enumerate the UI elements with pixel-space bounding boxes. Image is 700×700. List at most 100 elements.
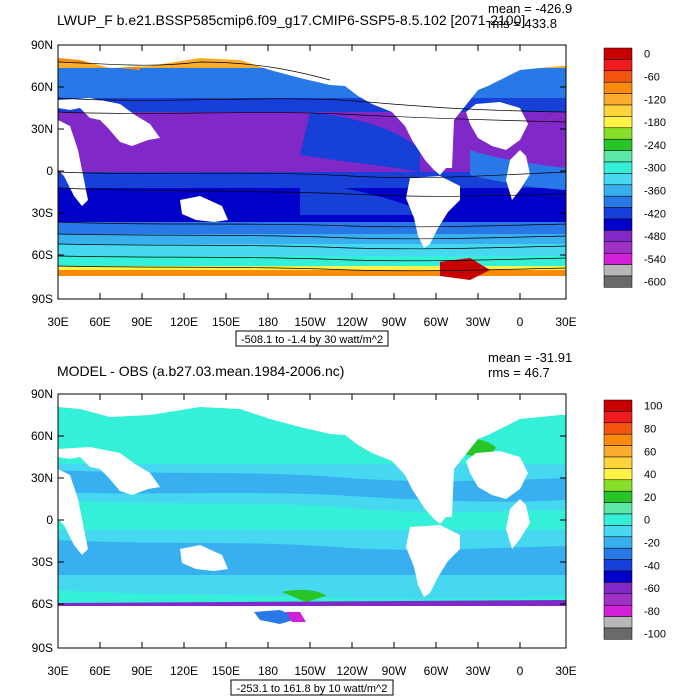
colorbar-swatch <box>603 93 633 106</box>
colorbar-swatch <box>603 81 633 94</box>
colorbar-label: -120 <box>644 94 666 106</box>
colorbar-label: -100 <box>644 629 666 641</box>
colorbar-swatch <box>603 161 633 174</box>
colorbar-swatch <box>603 252 633 265</box>
lat-label: 90S <box>32 641 53 655</box>
colorbar-swatch <box>603 59 633 72</box>
lat-label: 60S <box>32 248 53 262</box>
lon-label: 180 <box>258 664 278 678</box>
colorbar-swatch <box>603 582 633 595</box>
lat-label: 90N <box>31 38 53 52</box>
lat-label: 30S <box>32 206 53 220</box>
colorbar-swatch <box>603 230 633 243</box>
colorbar-swatch <box>603 116 633 129</box>
colorbar-swatch <box>603 490 633 503</box>
colorbar-swatch <box>603 70 633 83</box>
colorbar-swatch <box>603 593 633 606</box>
colorbar-swatch <box>603 411 633 424</box>
lon-label: 90E <box>131 664 152 678</box>
colorbar-swatch <box>603 616 633 629</box>
panel-bottom: MODEL - OBS (a.b27.03.mean.1984-2006.nc)… <box>31 350 666 696</box>
colorbar-swatch <box>603 184 633 197</box>
lat-label: 60N <box>31 80 53 94</box>
lon-label: 30W <box>466 664 491 678</box>
colorbar-label: -20 <box>644 538 660 550</box>
lon-labels: 30E 60E 90E 120E 150E 180 150W 120W 90W … <box>47 664 576 678</box>
colorbar-label: 20 <box>644 492 656 504</box>
panel-top: LWUP_F b.e21.BSSP585cmip6.f09_g17.CMIP6-… <box>31 1 666 347</box>
lon-label: 150E <box>212 664 240 678</box>
lat-label: 60N <box>31 429 53 443</box>
lon-label: 30E <box>555 664 576 678</box>
lon-label: 60W <box>424 315 449 329</box>
colorbar-label: -540 <box>644 254 666 266</box>
colorbar-swatch <box>603 241 633 254</box>
colorbar-label: -80 <box>644 606 660 618</box>
lon-label: 30E <box>47 315 68 329</box>
colorbar-swatch <box>603 47 633 60</box>
colorbar-label: 0 <box>644 49 650 61</box>
lon-label: 30W <box>466 315 491 329</box>
lon-label: 120W <box>336 664 368 678</box>
lon-label: 120E <box>170 315 198 329</box>
lat-label: 0 <box>46 164 53 178</box>
colorbar-label: -480 <box>644 231 666 243</box>
colorbar: 0 -60 -120 -180 -240 -300 -360 -420 -480 -540 -600 <box>603 47 666 289</box>
lon-label: 60E <box>89 315 110 329</box>
lon-label: 150W <box>294 664 326 678</box>
colorbar-label: -40 <box>644 560 660 572</box>
lon-label: 120E <box>170 664 198 678</box>
colorbar-swatch <box>603 536 633 549</box>
lon-label: 0 <box>517 664 524 678</box>
mean-label: mean = -31.91 <box>488 350 572 365</box>
colorbar-label: -180 <box>644 117 666 129</box>
map-frame <box>57 393 567 649</box>
mean-label: mean = -426.9 <box>488 1 572 16</box>
range-label: -253.1 to 161.8 by 10 watt/m^2 <box>237 683 388 695</box>
colorbar-swatch <box>603 173 633 186</box>
range-box <box>230 679 394 696</box>
colorbar-label: 60 <box>644 446 656 458</box>
colorbar-swatch <box>603 150 633 163</box>
colorbar-label: -240 <box>644 140 666 152</box>
lat-label: 60S <box>32 597 53 611</box>
colorbar-swatch <box>603 275 633 288</box>
lat-label: 30N <box>31 122 53 136</box>
colorbar-label: -600 <box>644 277 666 289</box>
lat-labels: 90N 60N 30N 0 30S 60S 90S <box>31 387 53 655</box>
colorbar-swatch <box>603 570 633 583</box>
lon-label: 180 <box>258 315 278 329</box>
axis-ticks <box>57 393 567 649</box>
lat-label: 90S <box>32 292 53 306</box>
colorbar-swatch <box>603 138 633 151</box>
colorbar-swatch <box>603 502 633 515</box>
lon-label: 60E <box>89 664 110 678</box>
colorbar-swatch <box>603 104 633 117</box>
lat-label: 30N <box>31 471 53 485</box>
lon-label: 30E <box>555 315 576 329</box>
colorbar-swatch <box>603 218 633 231</box>
land-mask <box>58 394 566 597</box>
colorbar: 100 80 60 40 20 0 -20 -40 -60 -80 -100 <box>603 399 666 641</box>
colorbar-swatch <box>603 207 633 220</box>
lon-label: 150W <box>294 315 326 329</box>
colorbar-swatch <box>603 127 633 140</box>
colorbar-swatch <box>603 264 633 277</box>
lon-labels: 30E 60E 90E 120E 150E 180 150W 120W 90W … <box>47 315 576 329</box>
lon-label: 60W <box>424 664 449 678</box>
colorbar-label: 80 <box>644 424 656 436</box>
colorbar-label: 0 <box>644 515 650 527</box>
contour-lines <box>58 61 566 272</box>
colorbar-swatch <box>603 559 633 572</box>
colorbar-label: -360 <box>644 186 666 198</box>
colorbar-swatch <box>603 195 633 208</box>
colorbar-swatch <box>603 433 633 446</box>
lon-label: 90W <box>382 315 407 329</box>
colorbar-label: 100 <box>644 401 662 413</box>
colorbar-label: -420 <box>644 208 666 220</box>
lat-label: 0 <box>46 513 53 527</box>
colorbar-swatch <box>603 445 633 458</box>
colorbar-swatch <box>603 547 633 560</box>
lat-labels: 90N 60N 30N 0 30S 60S 90S <box>31 38 53 306</box>
